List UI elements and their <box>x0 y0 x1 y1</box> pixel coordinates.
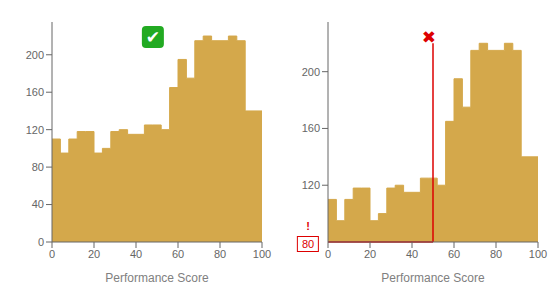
svg-text:40: 40 <box>32 198 44 210</box>
svg-text:0: 0 <box>38 236 44 248</box>
svg-text:200: 200 <box>26 49 44 61</box>
svg-text:120: 120 <box>302 179 320 191</box>
svg-text:Performance Score: Performance Score <box>381 271 485 282</box>
svg-text:Performance Score: Performance Score <box>105 271 209 282</box>
html-text:80: 80 <box>301 238 315 250</box>
svg-text:80: 80 <box>490 248 502 260</box>
svg-text:80: 80 <box>32 161 44 173</box>
svg-text:160: 160 <box>302 122 320 134</box>
svg-text:0: 0 <box>49 248 55 260</box>
svg-text:20: 20 <box>88 248 100 260</box>
svg-text:120: 120 <box>26 124 44 136</box>
svg-text:0: 0 <box>325 248 331 260</box>
svg-text:200: 200 <box>302 66 320 78</box>
svg-text:60: 60 <box>448 248 460 260</box>
svg-text:60: 60 <box>172 248 184 260</box>
svg-text:20: 20 <box>364 248 376 260</box>
svg-text:80: 80 <box>214 248 226 260</box>
svg-text:100: 100 <box>253 248 271 260</box>
svg-text:100: 100 <box>529 248 547 260</box>
svg-text:160: 160 <box>26 86 44 98</box>
svg-text:40: 40 <box>130 248 142 260</box>
svg-text:40: 40 <box>406 248 418 260</box>
